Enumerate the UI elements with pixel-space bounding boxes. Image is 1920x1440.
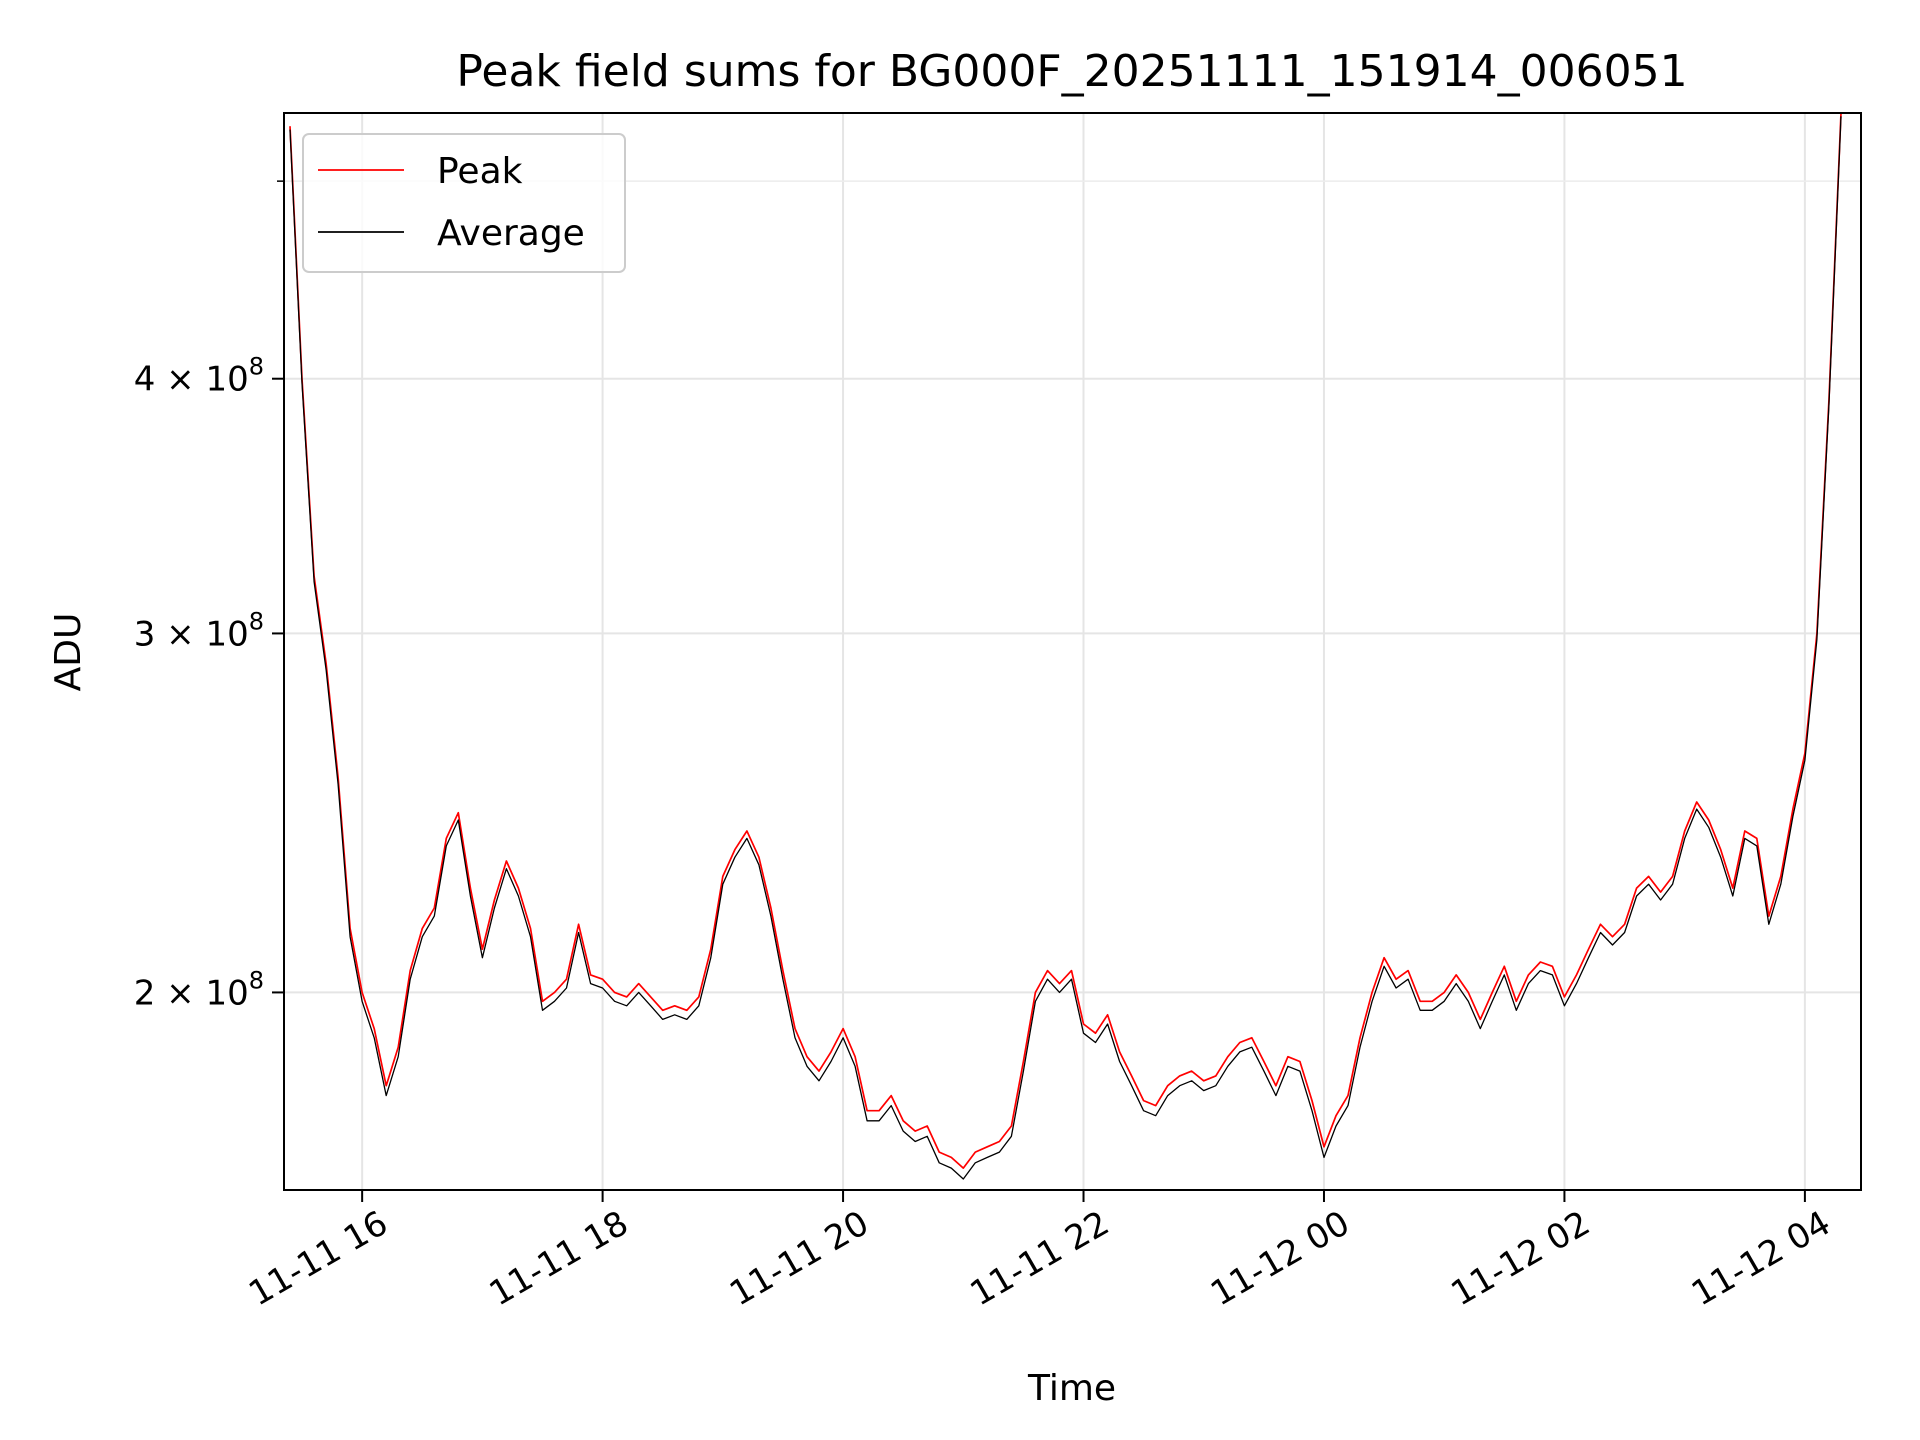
series-line-peak <box>289 113 1842 1169</box>
y-tick-label: 2 × 108 <box>134 966 264 1013</box>
series-line-average <box>289 116 1842 1180</box>
axes-frame <box>283 112 1862 1191</box>
chart-title: Peak field sums for BG000F_20251111_1519… <box>456 46 1687 97</box>
y-tick-base: × 10 <box>155 614 248 654</box>
y-tick-exponent: 8 <box>249 353 264 381</box>
y-tick-label: 4 × 108 <box>134 353 264 400</box>
plot-area <box>289 113 1842 1180</box>
y-tick-base: × 10 <box>155 360 248 400</box>
y-tick-label: 3 × 108 <box>134 607 264 654</box>
y-tick-base: × 10 <box>155 973 248 1013</box>
y-axis-label: ADU <box>48 613 89 692</box>
y-tick-mantissa: 4 <box>134 360 156 400</box>
legend-label-average: Average <box>437 213 585 254</box>
legend-box <box>302 133 626 273</box>
y-tick-mantissa: 3 <box>134 614 156 654</box>
x-axis-label: Time <box>1027 1368 1116 1409</box>
series-layer <box>289 113 1842 1180</box>
legend-label-peak: Peak <box>437 151 523 192</box>
y-tick-exponent: 8 <box>249 966 264 994</box>
y-tick-mantissa: 2 <box>134 973 156 1013</box>
legend: Peak Average <box>302 133 626 273</box>
y-tick-exponent: 8 <box>249 607 264 635</box>
